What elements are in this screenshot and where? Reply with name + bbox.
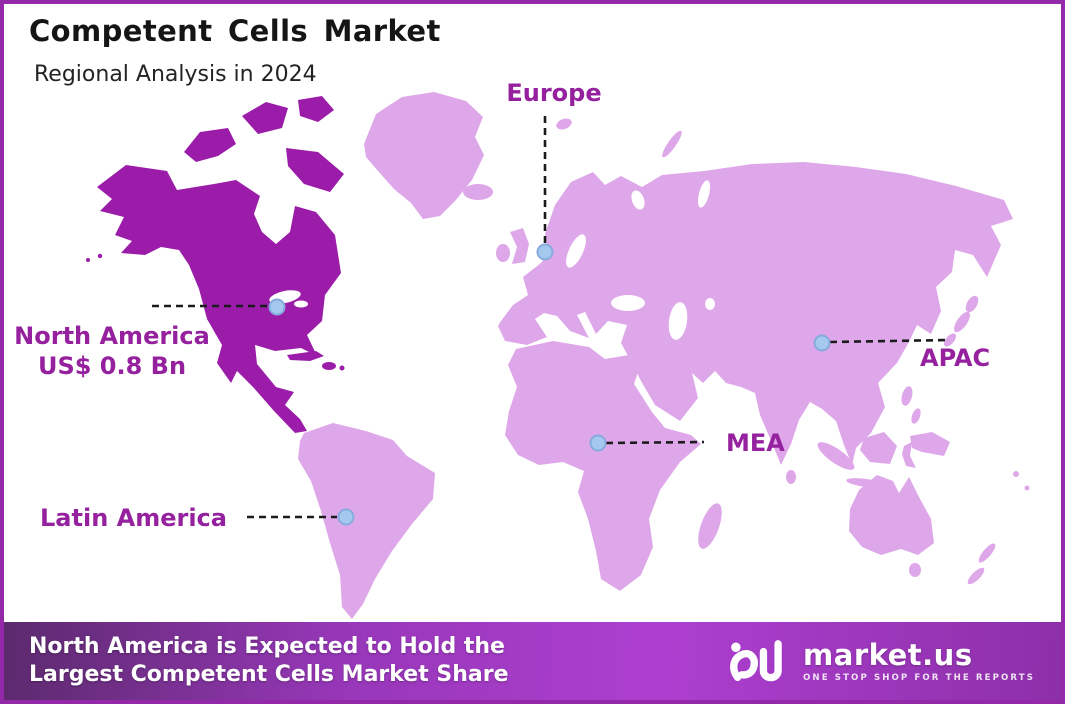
philippines-mindanao <box>911 408 921 424</box>
region-label-apac: APAC <box>920 344 991 372</box>
region-label-north-america: North America US$ 0.8 Bn <box>8 321 216 381</box>
logo: market.us ONE STOP SHOP FOR THE REPORTS <box>729 634 1061 688</box>
caspian-sea <box>668 302 688 340</box>
africa-region <box>505 341 722 591</box>
black-sea <box>611 295 645 311</box>
pacific-island-2 <box>1024 485 1030 491</box>
callout-line-apac <box>829 338 951 344</box>
banner: North America is Expected to Hold the La… <box>4 622 1061 700</box>
page-title: Competent Cells Market <box>29 14 441 48</box>
marker-latin-america <box>337 508 355 526</box>
great-britain <box>510 228 529 264</box>
banner-line-2: Largest Competent Cells Market Share <box>29 662 509 687</box>
hispaniola <box>322 362 336 370</box>
world-map <box>86 92 1030 619</box>
new-zealand-north <box>978 543 996 563</box>
logo-tagline: ONE STOP SHOP FOR THE REPORTS <box>803 672 1035 683</box>
region-label-north-america-name: North America <box>14 322 210 350</box>
puerto-rico <box>339 365 345 371</box>
page-subtitle: Regional Analysis in 2024 <box>34 62 317 87</box>
aral-sea <box>705 298 715 310</box>
north-america-mainland <box>97 165 341 433</box>
banner-line-1: North America is Expected to Hold the <box>29 634 505 659</box>
white-sea <box>631 190 645 210</box>
baltic-sea <box>566 234 586 268</box>
tasmania <box>909 563 921 577</box>
new-zealand-south <box>967 567 985 585</box>
ob-gulf <box>697 180 711 208</box>
ireland <box>496 244 510 262</box>
novaya-zemlya <box>662 130 682 158</box>
southeast-asia-islands <box>817 386 950 488</box>
region-label-mea: MEA <box>726 429 785 457</box>
japan-hokkaido <box>965 295 979 313</box>
logo-name: market.us <box>803 637 973 672</box>
australia <box>849 475 934 555</box>
south-america-region <box>298 423 435 619</box>
sumatra <box>817 442 855 470</box>
pacific-island-1 <box>1013 471 1019 477</box>
lake-ontario <box>294 300 308 308</box>
region-label-europe: Europe <box>506 79 602 107</box>
baffin-island <box>286 148 344 192</box>
cuba <box>287 351 324 361</box>
eurasia-mainland <box>498 162 1013 465</box>
oceania-region <box>849 471 1030 585</box>
marker-europe <box>536 243 554 261</box>
sulawesi <box>902 442 916 468</box>
svalbard <box>556 118 572 130</box>
aleutian-1 <box>97 253 103 259</box>
north-america-region <box>86 96 345 433</box>
new-guinea <box>910 432 950 456</box>
greenland <box>364 92 484 219</box>
madagascar <box>698 503 722 549</box>
philippines-luzon <box>901 386 913 406</box>
borneo <box>860 432 897 464</box>
arctic-island-1 <box>184 128 236 162</box>
callout-line-mea <box>605 440 705 445</box>
banner-text: North America is Expected to Hold the La… <box>4 633 729 689</box>
marker-mea <box>589 434 607 452</box>
logo-text-block: market.us ONE STOP SHOP FOR THE REPORTS <box>803 640 1035 683</box>
arctic-island-3 <box>298 96 334 122</box>
region-label-north-america-value: US$ 0.8 Bn <box>37 352 187 380</box>
marker-apac <box>813 334 831 352</box>
aleutian-2 <box>86 258 90 262</box>
region-label-latin-america: Latin America <box>40 504 227 532</box>
sri-lanka <box>786 470 796 484</box>
marker-north-america <box>268 298 286 316</box>
japan-honshu <box>953 311 971 333</box>
iceland <box>463 184 493 200</box>
market-us-logo-icon <box>730 640 782 682</box>
africa-mainland <box>505 341 701 591</box>
arctic-island-2 <box>242 102 288 134</box>
